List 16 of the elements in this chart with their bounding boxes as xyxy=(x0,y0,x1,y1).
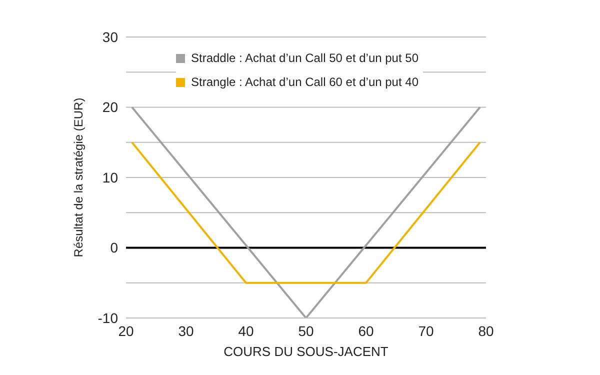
x-tick-label: 80 xyxy=(478,322,494,339)
legend-label: Straddle : Achat d’un Call 50 et d’un put 50 xyxy=(191,51,418,65)
x-axis-title: COURS DU SOUS-JACENT xyxy=(224,344,388,359)
y-tick-label: 0 xyxy=(110,240,118,256)
x-tick-label: 70 xyxy=(418,322,434,339)
y-tick-label: -10 xyxy=(98,310,118,326)
x-tick-label: 40 xyxy=(238,322,254,339)
y-tick-label: 10 xyxy=(102,169,118,186)
y-tick-label: 30 xyxy=(102,28,118,45)
x-tick-label: 60 xyxy=(358,322,374,339)
y-tick-label: 20 xyxy=(102,99,118,116)
y-axis-title: Résultat de la stratégie (EUR) xyxy=(71,98,86,258)
x-tick-label: 50 xyxy=(298,322,314,339)
legend-label: Strangle : Achat d’un Call 60 et d’un put 40 xyxy=(191,75,418,89)
x-tick-label: 20 xyxy=(118,322,134,339)
x-tick-label: 30 xyxy=(178,322,194,339)
